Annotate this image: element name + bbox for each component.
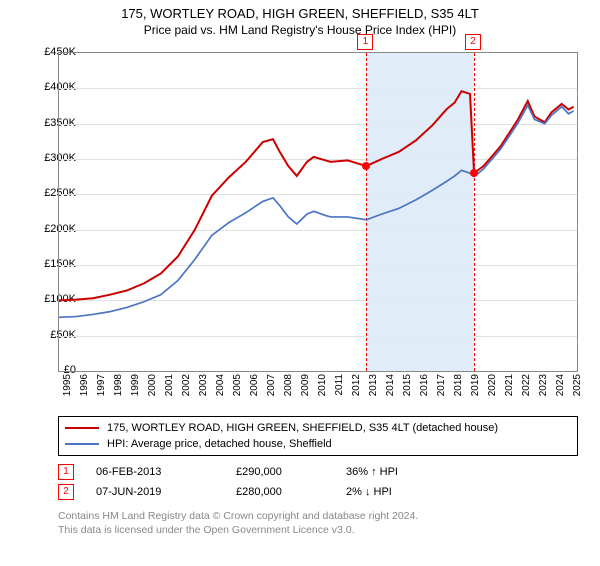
x-tick-label: 2012 — [351, 374, 362, 408]
sale-row: 1 06-FEB-2013£290,00036% ↑ HPI — [58, 462, 578, 482]
x-tick-label: 2018 — [453, 374, 464, 408]
footnote-line-1: Contains HM Land Registry data © Crown c… — [58, 510, 418, 522]
chart-container: 175, WORTLEY ROAD, HIGH GREEN, SHEFFIELD… — [0, 6, 600, 566]
x-tick-label: 2004 — [215, 374, 226, 408]
x-tick-label: 1995 — [62, 374, 73, 408]
x-tick-label: 2016 — [419, 374, 430, 408]
sale-date: 06-FEB-2013 — [96, 466, 236, 478]
legend-item: 175, WORTLEY ROAD, HIGH GREEN, SHEFFIELD… — [65, 420, 571, 436]
x-tick-label: 2013 — [368, 374, 379, 408]
x-tick-label: 2003 — [198, 374, 209, 408]
x-tick-label: 2025 — [572, 374, 583, 408]
sale-marker-box: 2 — [465, 34, 481, 50]
sales-table: 1 06-FEB-2013£290,00036% ↑ HPI 2 07-JUN-201… — [58, 462, 578, 502]
legend-swatch — [65, 443, 99, 445]
x-tick-label: 2023 — [538, 374, 549, 408]
x-tick-label: 2011 — [334, 374, 345, 408]
x-tick-label: 2001 — [164, 374, 175, 408]
legend-swatch — [65, 427, 99, 429]
sale-delta: 36% ↑ HPI — [346, 466, 486, 478]
plot-area — [58, 52, 578, 372]
x-tick-label: 2007 — [266, 374, 277, 408]
legend-label: 175, WORTLEY ROAD, HIGH GREEN, SHEFFIELD… — [107, 422, 498, 434]
sale-delta: 2% ↓ HPI — [346, 486, 486, 498]
sale-row: 2 07-JUN-2019£280,0002% ↓ HPI — [58, 482, 578, 502]
sale-marker-box: 1 — [357, 34, 373, 50]
sale-id-box: 2 — [58, 484, 74, 500]
footnote-line-2: This data is licensed under the Open Gov… — [58, 524, 355, 536]
x-tick-label: 1996 — [79, 374, 90, 408]
series-line — [59, 105, 574, 317]
x-tick-label: 2002 — [181, 374, 192, 408]
x-tick-label: 1997 — [96, 374, 107, 408]
x-tick-label: 1999 — [130, 374, 141, 408]
chart-subtitle: Price paid vs. HM Land Registry's House … — [0, 23, 600, 37]
legend-item: HPI: Average price, detached house, Shef… — [65, 436, 571, 452]
sale-date: 07-JUN-2019 — [96, 486, 236, 498]
x-tick-label: 2017 — [436, 374, 447, 408]
x-tick-label: 2024 — [555, 374, 566, 408]
legend-label: HPI: Average price, detached house, Shef… — [107, 438, 332, 450]
x-tick-label: 2021 — [504, 374, 515, 408]
x-tick-label: 2009 — [300, 374, 311, 408]
x-tick-label: 2019 — [470, 374, 481, 408]
series-line — [59, 91, 574, 300]
x-tick-label: 2010 — [317, 374, 328, 408]
x-tick-label: 2008 — [283, 374, 294, 408]
sale-id-box: 1 — [58, 464, 74, 480]
chart-title: 175, WORTLEY ROAD, HIGH GREEN, SHEFFIELD… — [0, 6, 600, 21]
series-lines — [59, 53, 577, 371]
x-tick-label: 2014 — [385, 374, 396, 408]
x-tick-label: 2006 — [249, 374, 260, 408]
footnote: Contains HM Land Registry data © Crown c… — [58, 510, 578, 537]
x-tick-label: 2022 — [521, 374, 532, 408]
x-tick-label: 2005 — [232, 374, 243, 408]
legend: 175, WORTLEY ROAD, HIGH GREEN, SHEFFIELD… — [58, 416, 578, 456]
x-tick-label: 2000 — [147, 374, 158, 408]
x-tick-label: 1998 — [113, 374, 124, 408]
x-tick-label: 2015 — [402, 374, 413, 408]
sale-price: £280,000 — [236, 486, 346, 498]
sale-price: £290,000 — [236, 466, 346, 478]
x-tick-label: 2020 — [487, 374, 498, 408]
